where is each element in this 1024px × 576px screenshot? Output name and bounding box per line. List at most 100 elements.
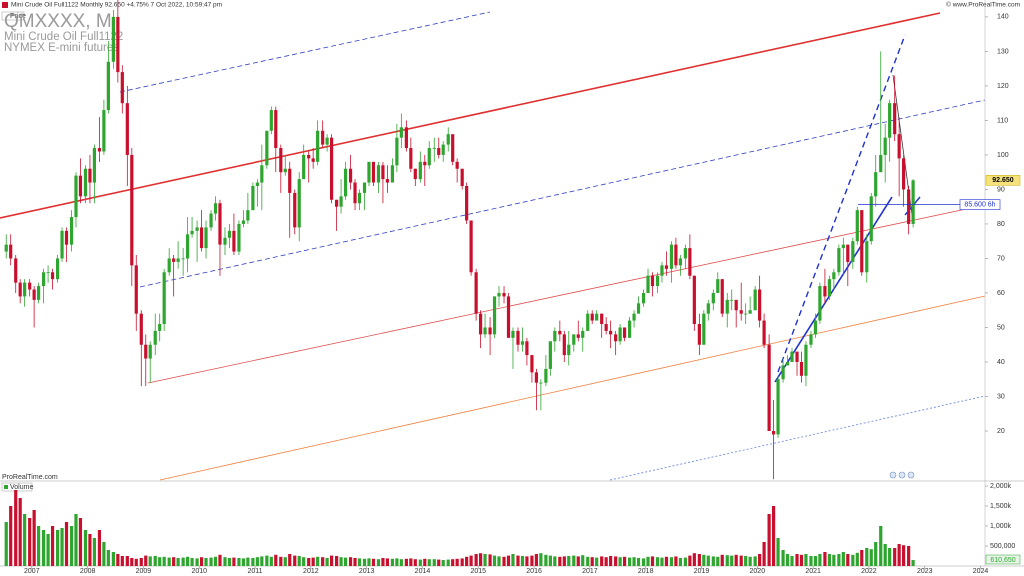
volume-bar [911, 560, 915, 566]
price-tag: 92.650 [992, 177, 1014, 184]
candle-body [269, 110, 273, 131]
event-icon[interactable] [898, 471, 906, 479]
volume-bar [227, 558, 232, 566]
candle-body [683, 248, 688, 259]
volume-bar [855, 552, 859, 566]
candle-body [478, 313, 483, 335]
volume-bar [321, 557, 325, 566]
candle-body [520, 341, 525, 345]
candle-body [209, 213, 213, 228]
candle-body [558, 330, 562, 335]
event-icon[interactable] [907, 471, 915, 479]
candle-body [804, 344, 808, 376]
candle-body [744, 313, 748, 315]
candle-body [92, 148, 97, 183]
x-tick-label: 2016 [526, 568, 542, 575]
volume-tag-box [985, 554, 1021, 565]
candle-body [288, 168, 292, 193]
y-tick-label: 2,000k [990, 483, 1012, 490]
candle-body [795, 351, 799, 362]
volume-bar [325, 558, 329, 566]
candle-body [195, 227, 199, 231]
candle-body [785, 361, 790, 366]
volume-bar [683, 557, 688, 566]
x-tick-label: 2012 [303, 568, 319, 575]
volume-bar [646, 556, 650, 566]
volume-bar [790, 556, 794, 566]
volume-bar [116, 554, 120, 566]
candle-body [199, 227, 204, 249]
candle-body [399, 127, 403, 138]
volume-bar [758, 554, 762, 566]
volume-bar [785, 554, 790, 566]
y-tick-label: 120 [997, 83, 1009, 90]
volume-bar [55, 530, 60, 566]
candle-body [762, 320, 766, 345]
candle-body [907, 189, 911, 224]
volume-bar [78, 518, 83, 566]
volume-bar [711, 556, 715, 566]
y-tick-label: 110 [997, 117, 1008, 124]
volume-bar [311, 557, 315, 566]
candle-body [483, 327, 487, 335]
volume-bar [441, 560, 445, 566]
candle-body [4, 244, 8, 252]
y-tick-label: 1,000k [990, 523, 1012, 530]
volume-bar [92, 538, 97, 566]
volume-bar [335, 556, 339, 566]
volume-bar [413, 559, 417, 566]
volume-bar [50, 526, 55, 566]
candle-body [432, 148, 436, 149]
candle-body [734, 299, 738, 311]
volume-bar [767, 514, 771, 566]
candle-body [218, 203, 222, 245]
candle-body [78, 175, 83, 197]
volume-bar [60, 528, 64, 566]
candle-body [371, 161, 376, 183]
volume-bar [28, 518, 32, 566]
candle-body [725, 299, 729, 314]
volume-bar [288, 554, 292, 566]
candle-body [186, 234, 190, 259]
candle-body [618, 327, 622, 342]
event-icon[interactable] [889, 471, 897, 479]
volume-bar [641, 558, 646, 566]
candle-body [311, 158, 315, 162]
candle-body [604, 324, 608, 331]
candle-body [246, 210, 250, 221]
candle-body [534, 372, 539, 383]
candle-body [869, 196, 873, 242]
trend-line [609, 395, 986, 481]
candle-body [474, 272, 478, 314]
x-tick-label: 2013 [359, 568, 375, 575]
candle-body [539, 382, 543, 384]
y-tick-label: 1,500k [990, 503, 1012, 510]
volume-bar [390, 558, 395, 566]
candle-body [711, 292, 715, 304]
volume-bar [497, 556, 501, 566]
x-tick-label: 2019 [694, 568, 710, 575]
volume-bar [269, 556, 273, 566]
volume-bar [614, 556, 618, 566]
candle-body [567, 344, 571, 356]
candle-body [590, 313, 594, 321]
trend-line [147, 204, 986, 384]
volume-bar [544, 554, 548, 566]
candle-body [395, 137, 399, 166]
trend-line [119, 11, 491, 93]
volume-bar [460, 558, 464, 566]
volume-bar [558, 556, 562, 566]
volume-bar [516, 555, 520, 566]
candle-body [176, 258, 180, 262]
candle-body [418, 161, 422, 180]
volume-bar [753, 556, 757, 566]
volume-bar [130, 558, 134, 566]
volume-bar [181, 557, 185, 566]
volume-bar [307, 558, 311, 566]
volume-bar [241, 558, 246, 566]
volume-bar [488, 554, 492, 566]
volume-bar [865, 548, 869, 566]
x-tick-label: 2014 [415, 568, 431, 575]
candle-body [678, 258, 682, 266]
